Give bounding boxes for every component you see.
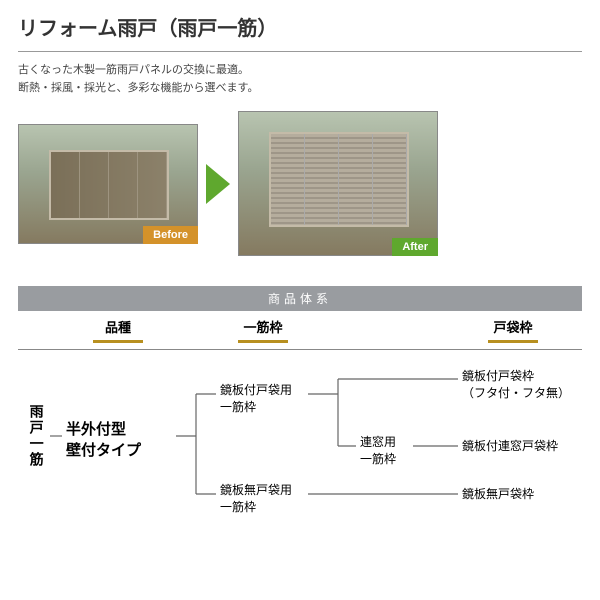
tree-frame-2: 鏡板無戸袋用 一筋枠	[220, 482, 292, 516]
tree-pocket-3: 鏡板無戸袋枠	[462, 486, 534, 503]
desc-line1: 古くなった木製一筋雨戸パネルの交換に最適。	[18, 62, 582, 80]
before-badge: Before	[143, 226, 198, 244]
after-image-box: After	[238, 111, 438, 256]
system-title: 商品体系	[18, 286, 582, 311]
col-header-frame: 一筋枠	[198, 311, 328, 349]
title-divider	[18, 51, 582, 52]
desc-line2: 断熱・採風・採光と、多彩な機能から選べます。	[18, 80, 582, 98]
after-badge: After	[392, 238, 438, 256]
page-title: リフォーム雨戸（雨戸一筋）	[18, 12, 582, 41]
tree-frame-1: 鏡板付戸袋用 一筋枠	[220, 382, 292, 416]
col-header-type: 品種	[68, 311, 168, 349]
arrow-icon	[206, 164, 230, 204]
tree-pocket-2: 鏡板付連窓戸袋枠	[462, 438, 558, 455]
tree-connection: 連窓用 一筋枠	[360, 434, 396, 468]
before-image-box: Before	[18, 124, 198, 244]
after-image	[238, 111, 438, 256]
product-system-section: 商品体系 品種 一筋枠 戸袋枠	[18, 286, 582, 534]
col-header-pocket: 戸袋枠	[448, 311, 578, 349]
description: 古くなった木製一筋雨戸パネルの交換に最適。 断熱・採風・採光と、多彩な機能から選…	[18, 62, 582, 97]
tree-type: 半外付型 壁付タイプ	[66, 419, 141, 461]
column-headers: 品種 一筋枠 戸袋枠	[18, 311, 582, 350]
product-tree: 雨戸一筋 半外付型 壁付タイプ 鏡板付戸袋用 一筋枠 鏡板無戸袋用 一筋枠 連窓…	[18, 364, 582, 534]
before-after-comparison: Before After	[18, 111, 582, 256]
tree-root: 雨戸一筋	[26, 404, 46, 468]
tree-pocket-1: 鏡板付戸袋枠 （フタ付・フタ無）	[462, 368, 570, 402]
